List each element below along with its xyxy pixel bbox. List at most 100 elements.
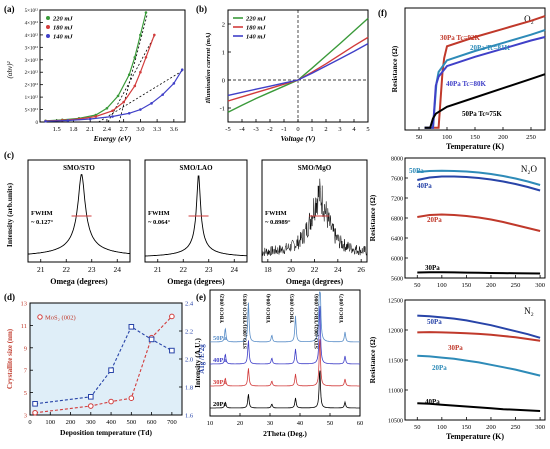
panel-a-legend-marker xyxy=(46,34,50,38)
panel-c-subframe xyxy=(144,159,248,263)
panel-c-xtick-label: 18 xyxy=(264,265,272,274)
panel-d-legend-label: MoS₂ (002) xyxy=(45,315,76,322)
panel-f-ylabel: Resistance (Ω) xyxy=(390,45,399,92)
panel-f-gas-label: O₂ xyxy=(524,14,534,24)
panel-f-series-label: 20Pa Tc=81K xyxy=(470,44,511,52)
panel-c-xlabel: Omega (degrees) xyxy=(286,277,344,286)
panel-b-xtick-label: -2 xyxy=(267,126,272,133)
panel-c-curve xyxy=(27,174,131,255)
panel-e-xtick-label: 10 xyxy=(207,420,214,427)
panel-h-xtick-label: 200 xyxy=(486,424,496,431)
panel-g-xtick-label: 300 xyxy=(535,282,545,289)
panel-c-xtick-label: 22 xyxy=(180,265,188,274)
panel-h-series-line xyxy=(417,354,541,377)
panel-d-y2tick-label: 2.4 xyxy=(185,301,194,308)
panel-g-xtick-label: 100 xyxy=(437,282,447,289)
panel-e-xtick-label: 20 xyxy=(237,420,244,427)
panel-c-xtick-label: 21 xyxy=(154,265,162,274)
panel-c-xtick-label: 23 xyxy=(88,265,96,274)
panel-a-point xyxy=(127,73,131,77)
panel-a-point xyxy=(133,55,137,59)
panel-d-xlabel: Deposition temperature (Td) xyxy=(60,428,152,437)
panel-c-xlabel: Omega (degrees) xyxy=(50,277,108,286)
panel-g-ytick-label: 7600 xyxy=(391,177,403,183)
panel-c-xtick-label: 22 xyxy=(63,265,71,274)
panel-g-series-label: 20Pa xyxy=(427,216,442,224)
panel-d-point xyxy=(88,403,94,409)
panel-b-ylabel: Illumination current (mA) xyxy=(205,33,212,105)
panel-d-point xyxy=(108,398,114,405)
panel-d-ylabel: Crystallite size (nm) xyxy=(6,328,14,389)
panel-c-fwhm-value: ~ 0.127° xyxy=(31,219,54,226)
panel-d-point xyxy=(32,401,38,407)
panel-a-xlabel: Energy (eV) xyxy=(93,134,132,143)
panel-a-point xyxy=(150,102,153,105)
panel-c-fwhm-label: FWHM xyxy=(148,210,170,217)
panel-b-ytick-label: 0 xyxy=(222,78,225,85)
panel-d-point xyxy=(169,313,175,320)
panel-a-xtick-label: 3.6 xyxy=(170,126,179,133)
panel-d-ytick-label: 11 xyxy=(21,323,27,330)
panel-a-ytick-label: 5×10¹² xyxy=(25,8,39,14)
panel-d-series-line xyxy=(35,326,173,405)
panel-e-series-label: 20Pa xyxy=(213,401,227,408)
panel-h-xtick-label: 150 xyxy=(462,424,472,431)
panel-h-xtick-label: 50 xyxy=(414,424,421,431)
panel-g-xtick-label: 200 xyxy=(486,282,496,289)
panel-g-ytick-label: 6000 xyxy=(391,257,403,263)
panel-a-ytick-label: 2×10¹² xyxy=(25,83,39,89)
panel-h-xtick-label: 300 xyxy=(535,424,545,431)
panel-g-series-line xyxy=(417,213,541,232)
panel-c-xtick-label: 24 xyxy=(334,265,342,274)
panel-b-legend-label: 220 mJ xyxy=(245,16,266,23)
panel-e-series-line xyxy=(210,370,360,409)
panel-e-series-label: 40Pa xyxy=(213,357,227,364)
panel-d-background xyxy=(30,303,182,415)
panel-a-ytick-label: 3×10¹² xyxy=(25,45,39,51)
panel-a-ytick-label: 0 xyxy=(36,121,39,126)
panel-g-series-line xyxy=(417,271,541,275)
panel-a-point xyxy=(172,82,176,85)
panel-d-point xyxy=(108,367,114,373)
panel-e-ylabel: Intensity (A.U.) xyxy=(193,338,202,388)
panel-a-point xyxy=(144,55,148,59)
panel-e-frame xyxy=(209,289,361,417)
panel-d-point xyxy=(88,394,94,400)
panel-c-xtick-label: 26 xyxy=(357,265,365,274)
panel-b-ytick-label: 2 xyxy=(222,22,225,29)
panel-d-xtick-label: 0 xyxy=(28,419,31,426)
panel-h-series-label: 20Pa xyxy=(432,364,447,372)
panel-a-point xyxy=(161,93,164,96)
panel-e-xlabel: 2Theta (Deg.) xyxy=(263,429,307,438)
panel-g-ytick-label: 6800 xyxy=(391,217,403,223)
panel-a-point xyxy=(139,33,142,37)
panel-f-xtick-label: 200 xyxy=(498,134,508,141)
panel-d-y2label: A1g /E¹2g xyxy=(198,344,206,374)
panel-f-series-label: 30Pa Tc=92K xyxy=(440,34,481,42)
panel-e-peak-label: YBCO (007) xyxy=(338,294,345,323)
panel-b-xtick-label: 0 xyxy=(296,126,299,133)
panel-f-xlabel: Temperature (K) xyxy=(446,142,504,151)
panel-a-xtick-label: 1.5 xyxy=(53,126,61,133)
panel-d-point xyxy=(169,347,175,354)
panel-a-point xyxy=(180,68,184,72)
panel-a-ylabel: (αhν)² xyxy=(6,61,14,79)
panel-a-series-line xyxy=(45,34,155,122)
panel-f-label: (f) xyxy=(378,8,387,18)
panel-a-point xyxy=(111,109,114,113)
panel-d-point xyxy=(32,409,38,416)
panel-e-peak-label: YBCO (002) xyxy=(218,294,225,323)
panel-a-xtick-label: 2.1 xyxy=(86,126,94,133)
panel-c-xlabel: Omega (degrees) xyxy=(167,277,225,286)
panel-f-xtick-label: 150 xyxy=(470,134,480,141)
panel-e-series-label: 30Pa xyxy=(213,379,227,386)
panel-c-xtick-label: 21 xyxy=(37,265,45,274)
panel-a-point xyxy=(122,100,125,104)
panel-h-xtick-label: 100 xyxy=(437,424,447,431)
panel-b-xtick-label: 4 xyxy=(352,126,356,133)
panel-b-xtick-label: -3 xyxy=(253,126,258,133)
panel-a-ytick-label: 1×10¹² xyxy=(25,95,39,101)
panel-f-series-label: 40Pa Tc=80K xyxy=(446,80,487,88)
panel-h-ytick-label: 11000 xyxy=(388,389,403,395)
